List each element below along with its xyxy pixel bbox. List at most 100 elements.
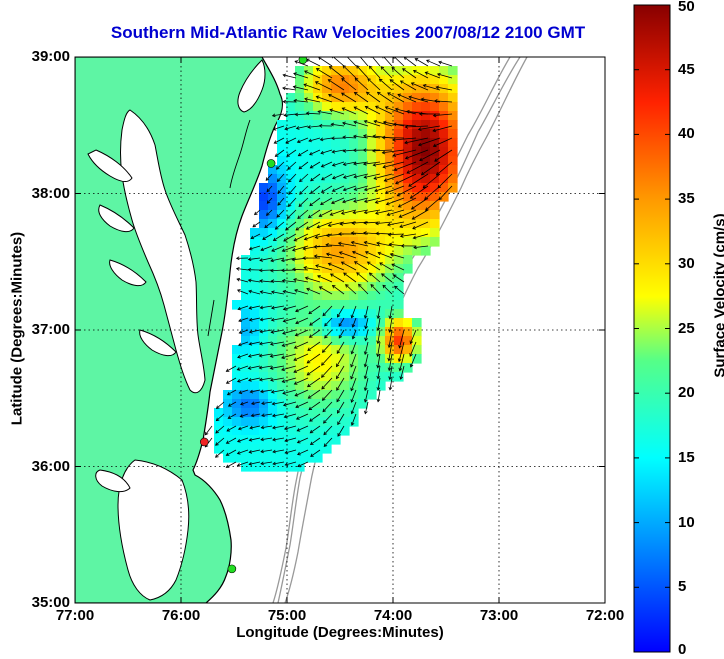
velocity-cell	[268, 264, 278, 274]
velocity-cell	[385, 120, 395, 130]
velocity-vector-head	[320, 189, 325, 193]
y-tick-label: 35:00	[31, 594, 70, 611]
velocity-cell	[421, 111, 431, 121]
velocity-cell	[331, 201, 341, 211]
velocity-cell	[232, 453, 242, 463]
velocity-vector-head	[337, 421, 341, 426]
velocity-vector	[408, 173, 429, 187]
velocity-vector-head	[343, 272, 347, 276]
velocity-vector	[308, 305, 321, 315]
velocity-cell	[295, 255, 305, 265]
velocity-cell	[241, 264, 251, 274]
velocity-vector	[248, 257, 261, 260]
velocity-vector-head	[384, 106, 389, 110]
velocity-vector-head	[409, 353, 413, 357]
velocity-vector	[318, 57, 333, 67]
velocity-cell	[385, 84, 395, 94]
velocity-vector-head	[236, 439, 241, 443]
velocity-cell	[349, 201, 359, 211]
velocity-vector-head	[363, 187, 368, 192]
velocity-vector-head	[309, 322, 313, 326]
velocity-cell	[349, 210, 359, 220]
velocity-vector-head	[338, 251, 343, 255]
velocity-vector-head	[375, 221, 379, 226]
velocity-cell	[331, 228, 341, 238]
velocity-vector-head	[260, 461, 264, 466]
velocity-cell	[376, 345, 386, 355]
velocity-cell	[403, 192, 413, 202]
velocity-vector-head	[270, 268, 274, 273]
velocity-cell	[286, 318, 296, 328]
velocity-vector-head	[381, 273, 385, 277]
velocity-cell	[439, 120, 449, 130]
velocity-cell	[349, 273, 359, 283]
velocity-cell	[349, 165, 359, 175]
velocity-vector-head	[372, 148, 376, 153]
velocity-cell	[295, 291, 305, 301]
velocity-vector-head	[281, 379, 286, 383]
velocity-vector-head	[250, 401, 255, 406]
velocity-cell	[295, 309, 305, 319]
velocity-vector	[387, 221, 405, 226]
velocity-vector-head	[225, 440, 230, 444]
velocity-cell	[394, 129, 404, 139]
velocity-vector-head	[339, 222, 344, 226]
velocity-vector-head	[375, 231, 379, 236]
velocity-cell	[331, 138, 341, 148]
velocity-cell	[367, 75, 377, 85]
velocity-vector-head	[392, 122, 397, 127]
velocity-cell	[304, 102, 314, 112]
velocity-cell	[295, 174, 305, 184]
velocity-cell	[331, 309, 341, 319]
velocity-cell	[322, 282, 332, 292]
velocity-cell	[304, 120, 314, 130]
velocity-vector	[310, 185, 321, 194]
velocity-vector-head	[307, 347, 311, 351]
velocity-vector-head	[353, 187, 358, 191]
velocity-cell	[376, 327, 386, 337]
velocity-vector	[295, 113, 309, 115]
velocity-cell	[367, 201, 377, 211]
velocity-vector-head	[250, 235, 255, 240]
velocity-cell	[394, 138, 404, 148]
velocity-cell	[358, 291, 368, 301]
velocity-cell	[376, 219, 386, 229]
velocity-vector	[434, 100, 453, 103]
velocity-cell	[439, 183, 449, 193]
velocity-vector	[433, 113, 453, 117]
velocity-cell	[286, 390, 296, 400]
velocity-vector	[237, 305, 249, 310]
velocity-vector-head	[309, 429, 314, 434]
velocity-cell	[313, 291, 323, 301]
velocity-vector-head	[363, 175, 368, 179]
velocity-cell	[295, 147, 305, 157]
velocity-cell	[340, 111, 350, 121]
velocity-vector	[364, 209, 381, 214]
velocity-vector	[297, 137, 309, 143]
velocity-vector	[264, 221, 273, 228]
velocity-cell	[439, 192, 449, 202]
velocity-vector-head	[426, 59, 430, 63]
velocity-cell	[367, 381, 377, 391]
velocity-vector-head	[318, 213, 323, 218]
velocity-vector-head	[271, 113, 276, 118]
velocity-vector	[238, 425, 249, 430]
velocity-vector	[259, 280, 273, 283]
velocity-cell	[403, 228, 413, 238]
velocity-cell	[421, 156, 431, 166]
velocity-cell	[376, 111, 386, 121]
velocity-cell	[367, 228, 377, 238]
velocity-cell	[259, 390, 269, 400]
velocity-vector	[377, 317, 381, 331]
velocity-vector-head	[248, 341, 253, 346]
velocity-vector	[382, 149, 405, 154]
velocity-vector-head	[260, 437, 264, 442]
velocity-vector	[309, 413, 321, 422]
velocity-cell	[304, 174, 314, 184]
velocity-vector-head	[239, 414, 244, 418]
velocity-vector	[283, 317, 297, 322]
grid-lines	[75, 57, 605, 603]
velocity-cell	[268, 210, 278, 220]
velocity-vector	[437, 173, 453, 189]
velocity-vector	[332, 285, 345, 295]
